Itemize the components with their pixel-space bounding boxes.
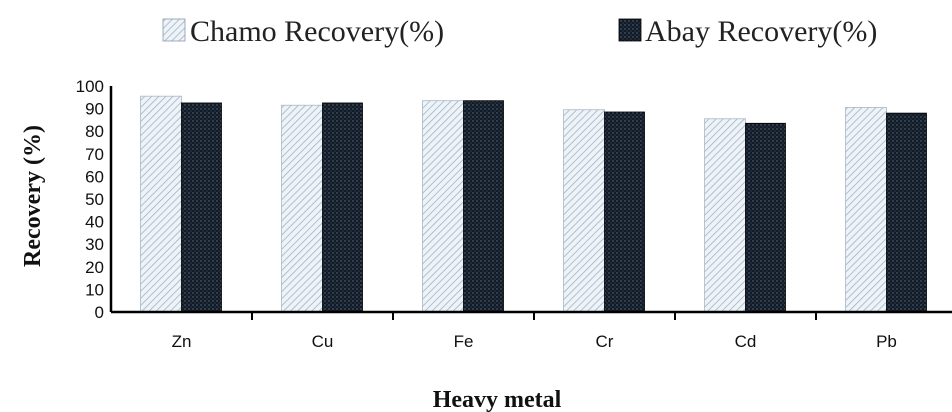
bar-chamo-cr xyxy=(563,109,605,313)
x-axis-title: Heavy metal xyxy=(433,387,562,412)
y-tick-label: 40 xyxy=(85,213,104,232)
bar-chamo-fe xyxy=(422,100,464,313)
y-tick-label: 10 xyxy=(85,280,104,299)
y-tick-label: 90 xyxy=(85,100,104,119)
x-tick-label: Pb xyxy=(876,332,897,351)
x-tick-label: Fe xyxy=(454,332,474,351)
bar-chamo-pb xyxy=(845,107,887,313)
x-tick-label: Zn xyxy=(172,332,192,351)
legend-swatch-chamo xyxy=(162,18,186,42)
y-tick-label: 0 xyxy=(95,303,104,322)
y-tick-label: 70 xyxy=(85,145,104,164)
x-tick-label: Cu xyxy=(312,332,334,351)
bar-chamo-cd xyxy=(704,118,746,313)
y-tick-label: 80 xyxy=(85,122,104,141)
bar-abay-pb xyxy=(886,112,927,313)
y-axis-title: Recovery (%) xyxy=(20,125,46,267)
x-tick-label: Cd xyxy=(735,332,757,351)
y-tick-label: 100 xyxy=(76,77,104,96)
bar-chamo-cu xyxy=(281,104,323,313)
x-axis-tick-marks xyxy=(251,312,817,320)
legend-label-abay: Abay Recovery(%) xyxy=(645,15,877,48)
y-tick-label: 20 xyxy=(85,258,104,277)
bar-abay-cr xyxy=(604,111,645,313)
legend-item-abay: Abay Recovery(%) xyxy=(618,15,877,48)
y-tick-label: 30 xyxy=(85,235,104,254)
y-tick-label: 60 xyxy=(85,167,104,186)
legend-swatch-abay xyxy=(618,18,642,42)
x-tick-label: Cr xyxy=(596,332,614,351)
legend-label-chamo: Chamo Recovery(%) xyxy=(190,15,444,48)
bar-abay-zn xyxy=(181,102,222,313)
legend: Chamo Recovery(%) Abay Recovery(%) xyxy=(162,15,877,48)
y-tick-label: 50 xyxy=(85,190,104,209)
legend-item-chamo: Chamo Recovery(%) xyxy=(162,15,444,48)
bar-abay-fe xyxy=(463,100,504,313)
y-axis-ticks: 0 10 20 30 40 50 60 70 80 90 100 xyxy=(76,77,104,322)
bar-chamo-zn xyxy=(140,95,182,313)
bar-abay-cd xyxy=(745,122,786,313)
x-axis-ticks: Zn Cu Fe Cr Cd Pb xyxy=(172,332,897,351)
bars xyxy=(140,95,927,313)
bar-abay-cu xyxy=(322,102,363,313)
